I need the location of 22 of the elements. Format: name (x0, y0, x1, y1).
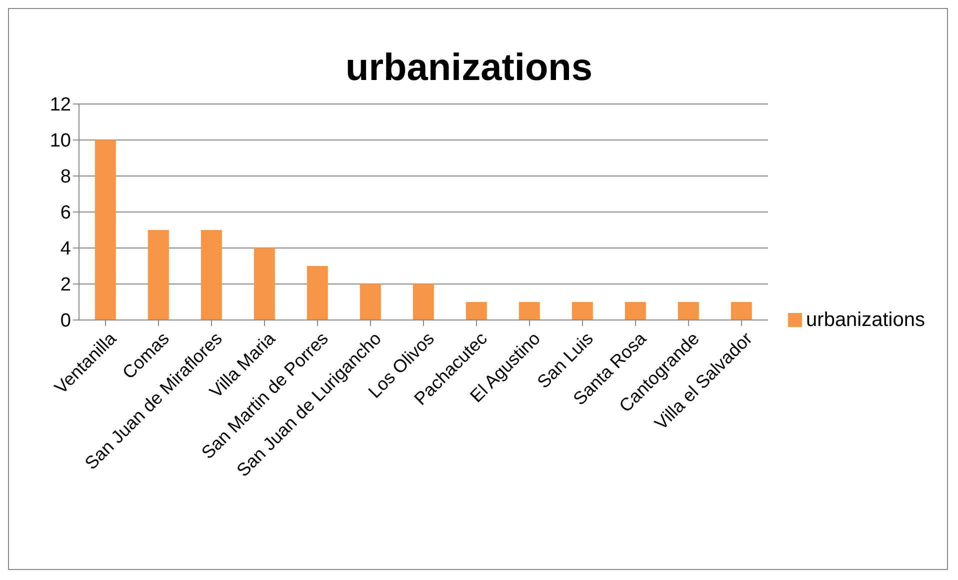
bar (518, 302, 540, 320)
y-tick-label: 10 (50, 130, 71, 152)
bar (624, 302, 646, 320)
legend-label: urbanizations (806, 308, 925, 330)
y-tick-label: 6 (60, 202, 71, 224)
bar (412, 284, 434, 320)
bar (360, 284, 381, 320)
bar (306, 266, 328, 320)
bar (148, 230, 169, 320)
y-tick-label: 8 (60, 166, 71, 188)
bar (730, 302, 752, 320)
bar (200, 230, 222, 320)
chart-title: urbanizations (344, 47, 594, 90)
y-tick-label: 0 (60, 310, 71, 332)
y-tick-label: 4 (60, 238, 72, 260)
bar (466, 302, 487, 320)
bar (572, 302, 593, 320)
bar (94, 140, 116, 320)
bar (254, 248, 275, 320)
y-tick-label: 12 (50, 94, 71, 116)
bar (678, 302, 699, 320)
y-tick-label: 2 (60, 274, 71, 296)
